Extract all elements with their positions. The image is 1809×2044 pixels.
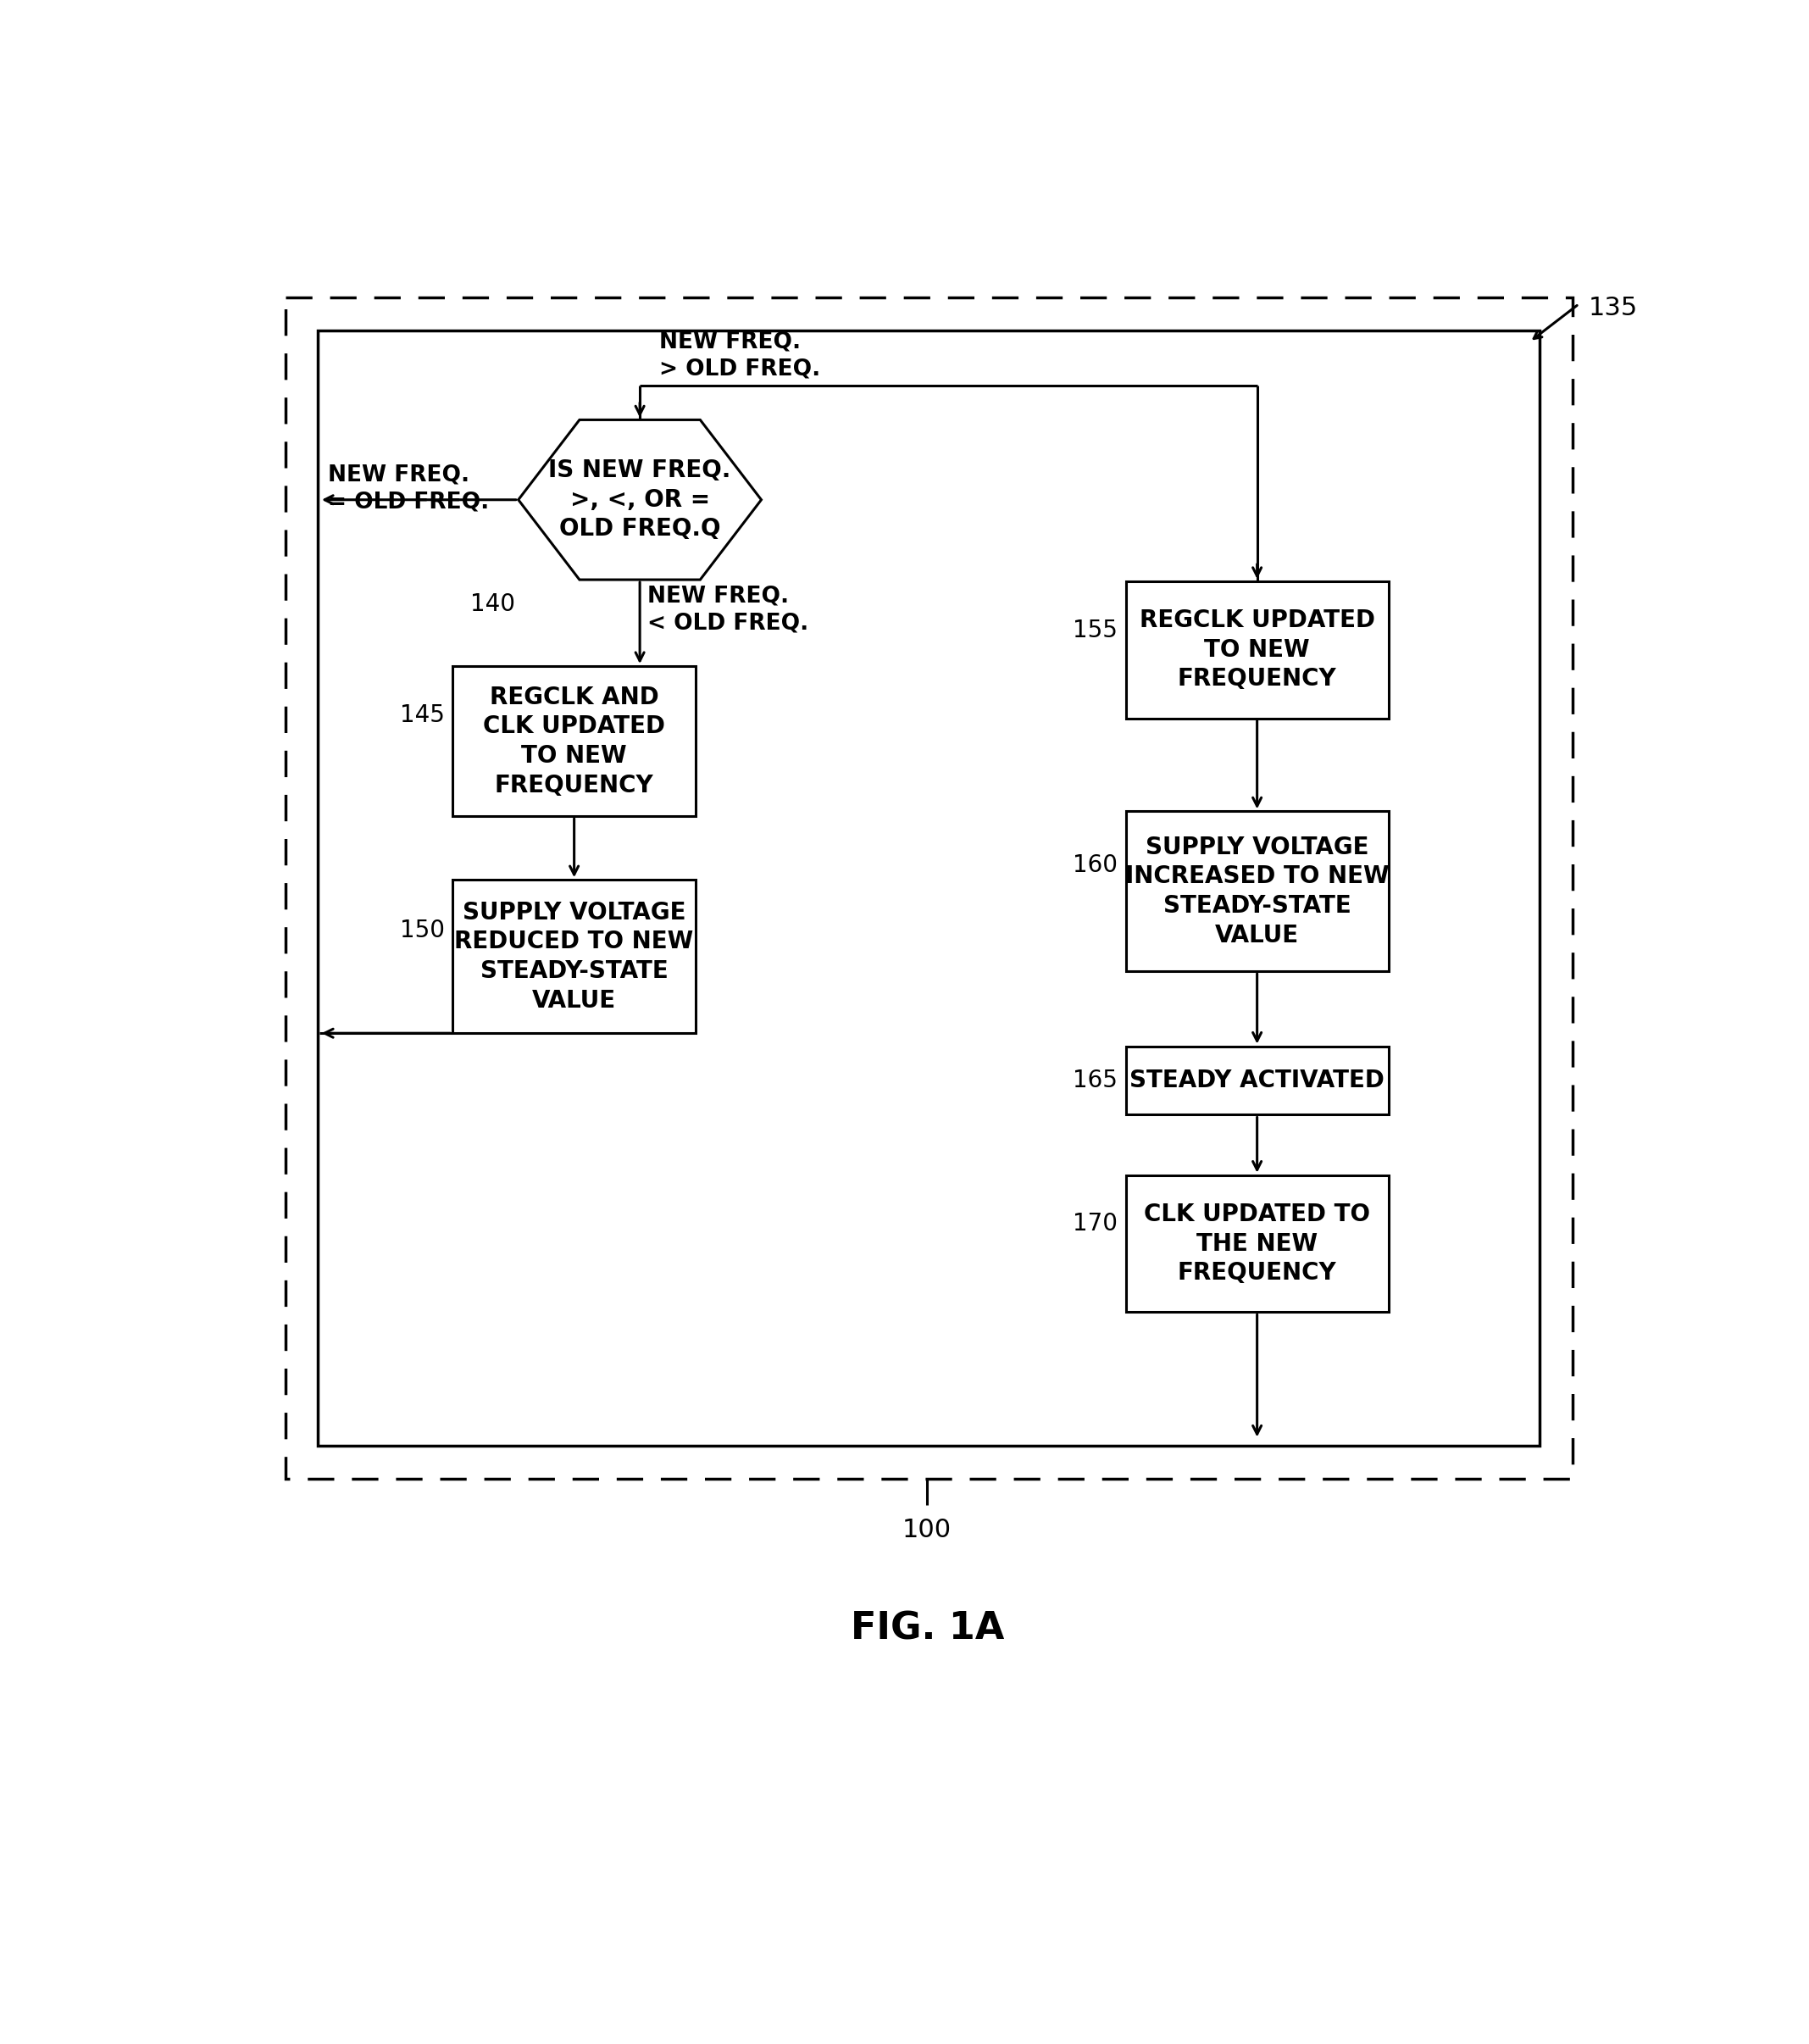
Text: STEADY ACTIVATED: STEADY ACTIVATED xyxy=(1129,1069,1384,1091)
Bar xyxy=(1125,1175,1389,1312)
Text: 150: 150 xyxy=(400,918,445,942)
Text: 165: 165 xyxy=(1073,1069,1118,1091)
Text: 140: 140 xyxy=(470,593,516,617)
Bar xyxy=(452,879,696,1032)
Text: CLK UPDATED TO
THE NEW
FREQUENCY: CLK UPDATED TO THE NEW FREQUENCY xyxy=(1143,1202,1369,1286)
Text: SUPPLY VOLTAGE
INCREASED TO NEW
STEADY-STATE
VALUE: SUPPLY VOLTAGE INCREASED TO NEW STEADY-S… xyxy=(1125,836,1389,946)
Bar xyxy=(1125,580,1389,717)
Text: 170: 170 xyxy=(1073,1212,1118,1237)
Text: IS NEW FREQ.
>, <, OR =
OLD FREQ.Q: IS NEW FREQ. >, <, OR = OLD FREQ.Q xyxy=(548,458,731,542)
Text: SUPPLY VOLTAGE
REDUCED TO NEW
STEADY-STATE
VALUE: SUPPLY VOLTAGE REDUCED TO NEW STEADY-STA… xyxy=(454,901,693,1012)
Text: 135: 135 xyxy=(1588,296,1639,321)
Text: 100: 100 xyxy=(903,1519,952,1543)
Text: FIG. 1A: FIG. 1A xyxy=(850,1611,1004,1647)
Bar xyxy=(286,298,1572,1478)
Text: 145: 145 xyxy=(400,703,445,728)
Text: REGCLK UPDATED
TO NEW
FREQUENCY: REGCLK UPDATED TO NEW FREQUENCY xyxy=(1140,609,1375,691)
Polygon shape xyxy=(519,419,762,580)
Text: 155: 155 xyxy=(1073,619,1118,642)
Bar xyxy=(452,666,696,816)
Text: 160: 160 xyxy=(1073,852,1118,877)
Text: NEW FREQ.
= OLD FREQ.: NEW FREQ. = OLD FREQ. xyxy=(327,464,488,513)
Text: NEW FREQ.
< OLD FREQ.: NEW FREQ. < OLD FREQ. xyxy=(648,585,809,634)
Bar xyxy=(1125,811,1389,971)
Text: REGCLK AND
CLK UPDATED
TO NEW
FREQUENCY: REGCLK AND CLK UPDATED TO NEW FREQUENCY xyxy=(483,685,666,797)
Bar xyxy=(1125,1047,1389,1114)
Text: NEW FREQ.
> OLD FREQ.: NEW FREQ. > OLD FREQ. xyxy=(660,331,821,380)
Bar xyxy=(318,331,1539,1445)
